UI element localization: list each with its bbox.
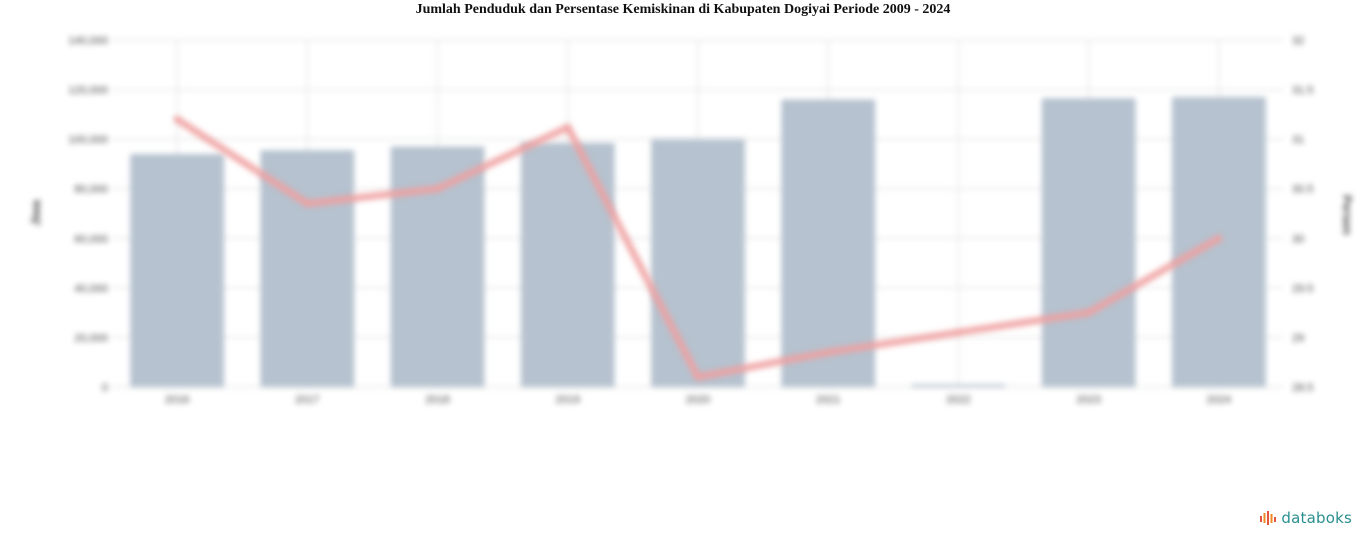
y-left-axis-label: Jiwa [29, 200, 43, 226]
x-ticks: 2016 2017 2018 2019 2020 2021 2022 2023 2024 [165, 394, 1231, 406]
y-right-tick-label: 31 [1292, 134, 1304, 146]
y-right-tick-label: 29.5 [1292, 283, 1313, 295]
line-point [1085, 309, 1092, 316]
x-tick-label: 2017 [295, 394, 319, 406]
line-point [304, 200, 311, 207]
y-right-tick-label: 30 [1292, 233, 1304, 245]
line-point [434, 185, 441, 192]
y-right-tick-label: 29 [1292, 332, 1304, 344]
y-left-tick-label: 40,000 [74, 283, 108, 295]
bar [1041, 98, 1136, 387]
bar [781, 99, 876, 387]
line-point [174, 116, 181, 123]
x-tick-label: 2016 [165, 394, 189, 406]
y-left-tick-label: 80,000 [74, 184, 108, 196]
line-point [695, 374, 701, 381]
bar [390, 146, 485, 387]
x-tick-label: 2023 [1076, 394, 1100, 406]
line-point [564, 124, 571, 131]
x-tick-label: 2020 [686, 394, 710, 406]
y-right-axis-label: Persen [1340, 195, 1354, 235]
databoks-logo[interactable]: databoks [1260, 509, 1352, 527]
x-tick-label: 2018 [425, 394, 449, 406]
bar [130, 154, 224, 387]
y-left-tick-label: 120,000 [68, 85, 108, 97]
y-right-tick-label: 32 [1292, 35, 1304, 47]
x-tick-label: 2024 [1207, 394, 1231, 406]
y-left-tick-label: 100,000 [68, 134, 108, 146]
y-right-ticks: 28.5 29 29.5 30 30.5 31 31.5 32 [1292, 35, 1313, 394]
x-tick-label: 2022 [946, 394, 970, 406]
y-left-tick-label: 140,000 [68, 35, 108, 47]
y-right-tick-label: 30.5 [1292, 184, 1313, 196]
line-point [825, 349, 832, 356]
x-tick-label: 2019 [556, 394, 580, 406]
y-left-ticks: 0 20,000 40,000 60,000 80,000 100,000 120,000 1… [68, 35, 108, 394]
y-right-tick-label: 28.5 [1292, 382, 1313, 394]
y-right-tick-label: 31.5 [1292, 85, 1313, 97]
bar [651, 139, 745, 387]
y-left-tick-label: 0 [102, 382, 108, 394]
line-series [173, 115, 1223, 381]
bar [520, 142, 615, 387]
chart-title: Jumlah Penduduk dan Persentase Kemiskina… [415, 2, 951, 17]
line-point [1215, 235, 1222, 242]
x-tick-label: 2021 [816, 394, 840, 406]
bar [911, 384, 1006, 387]
databoks-logo-text: databoks [1281, 509, 1352, 527]
databoks-logo-icon [1260, 511, 1277, 525]
bar-series [130, 97, 1266, 387]
bar [260, 150, 355, 387]
y-left-tick-label: 60,000 [74, 233, 108, 245]
line-point [955, 329, 962, 336]
y-left-tick-label: 20,000 [74, 332, 108, 344]
